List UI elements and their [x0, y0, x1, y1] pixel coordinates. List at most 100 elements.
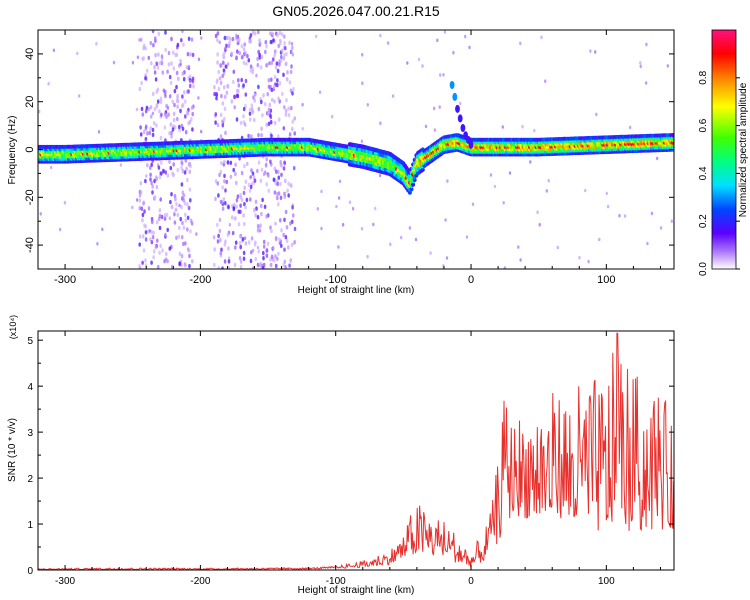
noise-speck	[145, 105, 149, 111]
noise-speck	[221, 266, 224, 269]
x-tick-label: -300	[54, 274, 76, 286]
noise-speck	[292, 166, 296, 171]
noise-speck	[240, 55, 244, 60]
noise-speck	[180, 161, 184, 166]
noise-speck	[272, 57, 275, 62]
noise-speck	[166, 105, 170, 111]
noise-speck	[182, 241, 185, 247]
noise-speck	[278, 241, 282, 246]
noise-speck	[224, 64, 228, 69]
noise-speck	[259, 178, 263, 183]
noise-speck	[239, 192, 242, 198]
colorbar-tick-label: 0.8	[698, 70, 709, 84]
noise-speck	[247, 240, 251, 245]
noise-speck	[286, 188, 289, 193]
noise-speck	[138, 86, 142, 92]
noise-speck	[148, 229, 152, 233]
noise-speck	[598, 237, 601, 242]
noise-speck	[545, 189, 548, 193]
noise-speck	[283, 217, 286, 222]
noise-speck	[58, 227, 62, 232]
noise-speck	[424, 124, 428, 129]
noise-speck	[272, 84, 276, 90]
noise-speck	[284, 265, 287, 269]
noise-speck	[277, 43, 281, 49]
noise-speck	[224, 201, 227, 206]
noise-speck	[146, 163, 149, 168]
noise-speck	[277, 175, 281, 180]
noise-speck	[252, 95, 255, 100]
noise-speck	[176, 42, 180, 48]
noise-speck	[285, 225, 289, 230]
noise-speck	[188, 253, 191, 259]
colorbar-frame	[711, 29, 737, 270]
noise-speck	[278, 237, 281, 242]
noise-speck	[536, 210, 539, 214]
noise-speck	[216, 78, 219, 83]
noise-speck	[142, 201, 145, 206]
noise-speck	[217, 233, 220, 239]
noise-speck	[166, 173, 170, 178]
noise-speck	[234, 162, 237, 167]
noise-speck	[216, 38, 219, 43]
noise-speck	[195, 232, 198, 236]
noise-speck	[587, 259, 590, 264]
noise-speck	[189, 79, 192, 84]
noise-speck	[408, 226, 412, 230]
noise-speck	[213, 262, 216, 268]
noise-speck	[249, 33, 253, 38]
noise-speck	[243, 185, 246, 190]
noise-speck	[274, 181, 278, 186]
noise-speck	[160, 112, 163, 118]
noise-speck	[47, 81, 50, 86]
noise-speck	[287, 181, 290, 186]
noise-speck	[153, 64, 156, 70]
noise-speck	[168, 94, 172, 99]
snr-axes: -300 -200 -100 0 100 0 1 2 3 4 5	[27, 331, 674, 587]
noise-speck	[159, 197, 162, 202]
noise-speck	[267, 173, 270, 178]
noise-speck	[284, 61, 288, 67]
noise-speck	[140, 80, 143, 86]
noise-speck	[249, 184, 253, 190]
noise-speck	[259, 261, 262, 266]
noise-speck	[219, 251, 223, 256]
noise-speck	[142, 56, 145, 61]
noise-speck	[197, 57, 201, 62]
noise-speck	[521, 124, 524, 129]
noise-speck	[142, 234, 145, 239]
noise-speck	[222, 197, 226, 202]
snr-plot-area	[38, 331, 674, 570]
noise-speck	[605, 191, 608, 196]
noise-speck	[272, 177, 276, 182]
noise-speck	[289, 221, 292, 226]
noise-speck	[173, 220, 177, 225]
noise-speck	[243, 221, 246, 227]
noise-speck	[280, 54, 283, 60]
colorbar-ticks: 0.0 0.2 0.4 0.6 0.8	[698, 70, 740, 276]
noise-speck	[257, 249, 261, 254]
noise-speck	[218, 40, 221, 45]
noise-speck	[341, 222, 345, 227]
noise-speck	[259, 223, 262, 228]
noise-speck	[235, 93, 239, 98]
noise-speck	[177, 234, 181, 239]
noise-speck	[519, 41, 522, 46]
noise-speck	[216, 31, 220, 36]
noise-speck	[253, 208, 256, 213]
noise-speck	[283, 53, 286, 58]
noise-speck	[156, 238, 159, 243]
noise-speck	[157, 216, 161, 221]
noise-speck	[291, 205, 294, 210]
noise-speck	[180, 253, 184, 259]
noise-speck	[142, 46, 145, 51]
noise-speck	[178, 124, 181, 130]
noise-speck	[63, 200, 67, 205]
noise-speck	[265, 214, 268, 219]
noise-speck	[220, 63, 223, 68]
noise-speck	[282, 166, 286, 171]
noise-speck	[267, 107, 271, 112]
noise-speck	[180, 205, 183, 210]
noise-speck	[172, 111, 176, 117]
